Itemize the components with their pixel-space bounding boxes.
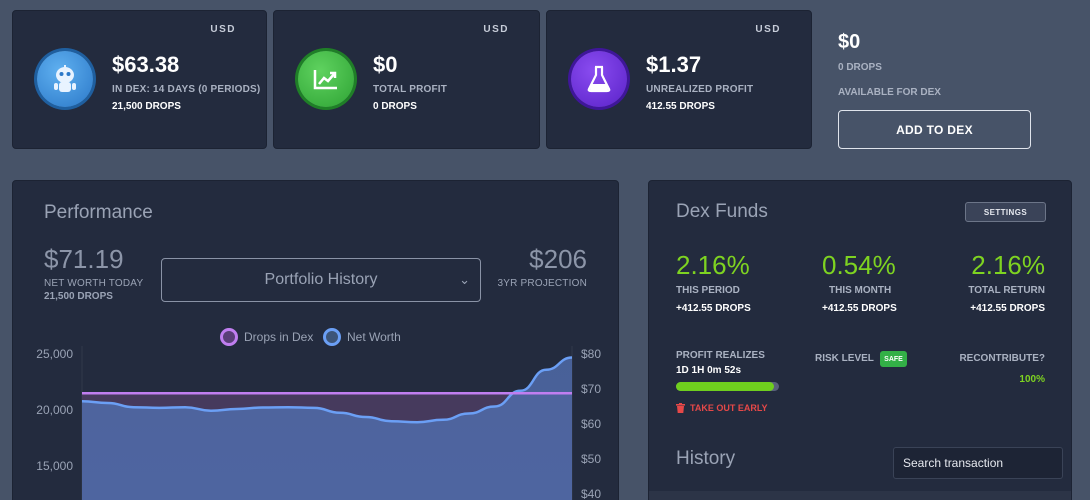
stat-card-total-profit: USD $0 TOTAL PROFIT 0 DROPS: [273, 10, 540, 149]
recontribute-value[interactable]: 100%: [1019, 374, 1045, 385]
total-return-drops: +412.55 DROPS: [970, 303, 1045, 314]
available-value: $0: [838, 31, 861, 53]
y-right-tick-label: $80: [581, 347, 601, 361]
profit-progress-fill: [676, 382, 774, 391]
trash-icon: [676, 403, 685, 413]
total-profit-label: TOTAL PROFIT: [373, 84, 448, 95]
trend-up-icon: [298, 51, 354, 107]
flask-icon: [571, 51, 627, 107]
available-label: AVAILABLE FOR DEX: [838, 87, 941, 98]
performance-panel: Performance $71.19 NET WORTH TODAY 21,50…: [12, 180, 619, 500]
net-worth-drops: 21,500 DROPS: [44, 291, 113, 302]
unrealized-profit-label: UNREALIZED PROFIT: [646, 84, 754, 95]
this-period-drops: +412.55 DROPS: [676, 303, 751, 314]
risk-safe-badge: SAFE: [880, 351, 907, 367]
in-dex-label: IN DEX: 14 DAYS (0 PERIODS): [112, 84, 261, 95]
portfolio-history-select[interactable]: Portfolio History ⌄: [161, 258, 481, 302]
currency-label: USD: [755, 24, 781, 35]
select-value: Portfolio History: [264, 271, 378, 288]
legend-label: Net Worth: [347, 330, 401, 344]
chevron-down-icon: ⌄: [459, 272, 470, 287]
total-return-label: TOTAL RETURN: [968, 285, 1045, 296]
this-period-pct: 2.16%: [676, 250, 750, 280]
available-drops: 0 DROPS: [838, 62, 882, 73]
risk-level-label: RISK LEVEL: [815, 353, 874, 364]
take-out-early-label: TAKE OUT EARLY: [690, 403, 768, 413]
y-left-tick-label: 25,000: [36, 347, 73, 361]
net-worth-area: [82, 357, 572, 500]
y-right-tick-label: $60: [581, 417, 601, 431]
legend-label: Drops in Dex: [244, 330, 314, 344]
this-month-label: THIS MONTH: [829, 285, 892, 296]
in-dex-value: $63.38: [112, 52, 180, 77]
recontribute-label: RECONTRIBUTE?: [959, 353, 1045, 364]
projection-value: $206: [529, 244, 587, 274]
unrealized-profit-value: $1.37: [646, 52, 702, 77]
history-table-header: [649, 491, 1071, 500]
y-left-tick-label: 15,000: [36, 459, 73, 473]
robot-icon: [37, 51, 93, 107]
dex-funds-panel: Dex Funds SETTINGS 2.16% THIS PERIOD +41…: [648, 180, 1072, 500]
net-worth-label: NET WORTH TODAY: [44, 278, 144, 289]
settings-button[interactable]: SETTINGS: [965, 202, 1046, 222]
currency-label: USD: [210, 24, 236, 35]
legend-dot-icon: [220, 328, 238, 346]
this-month-pct: 0.54%: [822, 250, 896, 280]
dex-funds-title: Dex Funds: [676, 201, 768, 222]
net-worth-value: $71.19: [44, 244, 124, 274]
legend-net-worth[interactable]: Net Worth: [323, 328, 401, 346]
y-right-tick-label: $70: [581, 382, 601, 396]
stat-card-unrealized-profit: USD $1.37 UNREALIZED PROFIT 412.55 DROPS: [546, 10, 812, 149]
total-profit-value: $0: [373, 52, 398, 77]
profit-progress-bar: [676, 382, 779, 391]
stat-card-in-dex: USD $63.38 IN DEX: 14 DAYS (0 PERIODS) 2…: [12, 10, 267, 149]
y-right-tick-label: $40: [581, 487, 601, 500]
this-period-label: THIS PERIOD: [676, 285, 740, 296]
performance-chart: 25,000 20,000 15,000 $80 $70 $60 $50 $40: [36, 346, 601, 500]
unrealized-profit-drops: 412.55 DROPS: [646, 101, 715, 112]
total-profit-drops: 0 DROPS: [373, 101, 417, 112]
y-left-tick-label: 20,000: [36, 403, 73, 417]
net-worth-line: [81, 356, 573, 424]
total-return-pct: 2.16%: [971, 250, 1045, 280]
this-month-drops: +412.55 DROPS: [822, 303, 897, 314]
profit-realizes-value: 1D 1H 0m 52s: [676, 365, 742, 376]
in-dex-drops: 21,500 DROPS: [112, 101, 181, 112]
add-to-dex-button[interactable]: ADD TO DEX: [838, 110, 1031, 149]
performance-title: Performance: [44, 202, 153, 223]
search-transaction-input[interactable]: [893, 447, 1063, 479]
legend-drops-in-dex[interactable]: Drops in Dex: [220, 328, 313, 346]
profit-realizes-label: PROFIT REALIZES: [676, 350, 765, 361]
projection-label: 3YR PROJECTION: [497, 278, 587, 289]
legend-dot-icon: [323, 328, 341, 346]
history-title: History: [676, 448, 736, 469]
take-out-early-link[interactable]: TAKE OUT EARLY: [676, 403, 768, 413]
y-right-tick-label: $50: [581, 452, 601, 466]
currency-label: USD: [483, 24, 509, 35]
